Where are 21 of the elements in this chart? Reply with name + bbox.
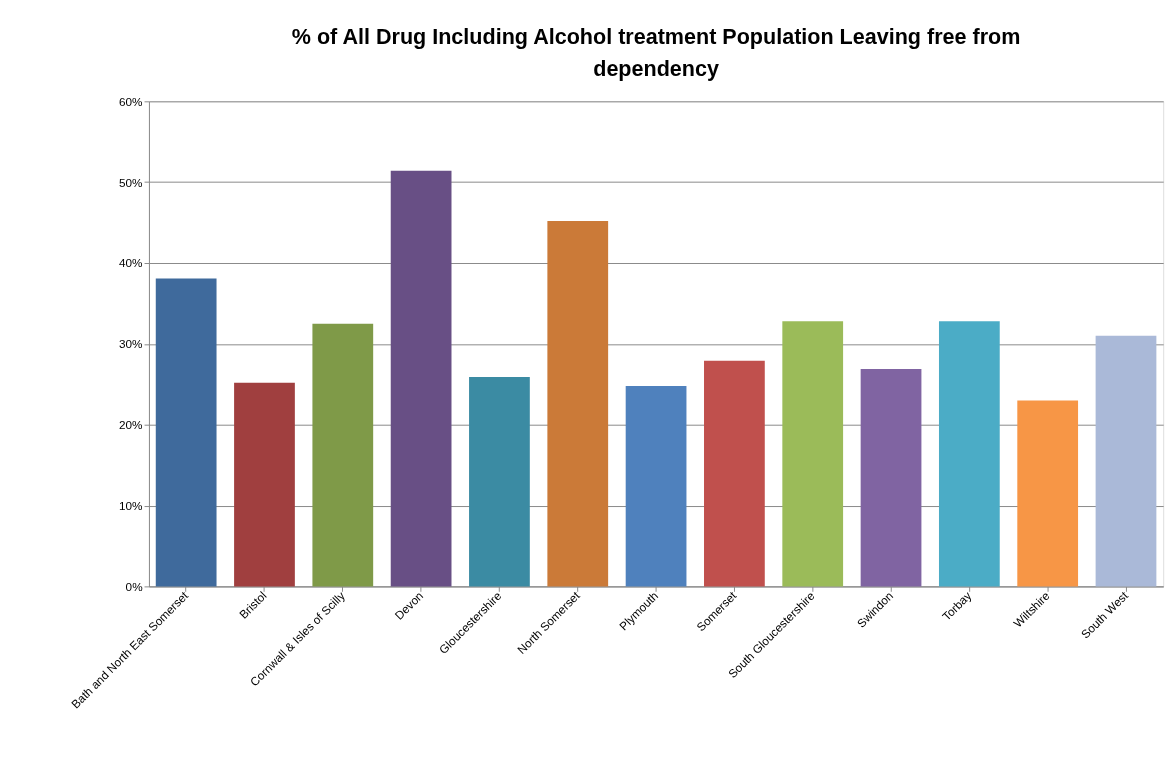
bar: [782, 321, 844, 587]
y-tick-label: 20%: [119, 418, 144, 432]
bar: [155, 278, 217, 587]
bar: [1017, 400, 1079, 587]
bar: [1095, 335, 1157, 587]
y-tick-label: 10%: [119, 498, 144, 512]
y-tick-label: 0%: [125, 579, 144, 593]
y-tick-label: 50%: [119, 175, 144, 189]
y-tick-label: 60%: [119, 94, 144, 108]
y-tick-label: 30%: [119, 337, 144, 351]
bar: [860, 368, 922, 587]
bar: [938, 321, 1000, 587]
bar: [390, 170, 452, 587]
bar: [469, 377, 530, 587]
bar: [234, 382, 295, 587]
bar: [312, 323, 374, 587]
y-tick-label: 40%: [119, 256, 144, 270]
bar: [625, 385, 687, 587]
bar: [704, 360, 765, 587]
chart-title: % of All Drug Including Alcohol treatment Population Leaving free from dependency: [291, 24, 1021, 81]
bar: [547, 220, 609, 587]
